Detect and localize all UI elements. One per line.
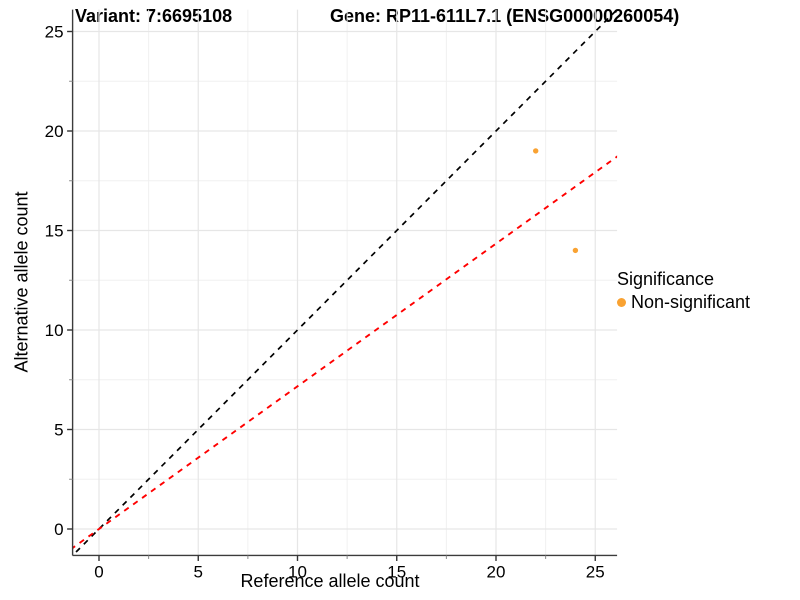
y-tick-label: 15	[45, 222, 64, 241]
x-tick-label: 10	[288, 562, 307, 581]
y-tick-label: 0	[54, 520, 63, 539]
gene-title: Gene: RP11-611L7.1 (ENSG00000260054)	[330, 6, 680, 26]
data-point	[572, 247, 579, 254]
expected-ratio-line	[72, 155, 618, 550]
x-tick-label: 0	[94, 562, 103, 581]
y-tick-label: 20	[45, 122, 64, 141]
y-tick-label: 5	[54, 421, 63, 440]
y-tick-label: 25	[45, 23, 64, 42]
legend-item: Non-significant	[617, 292, 750, 313]
legend-title: Significance	[617, 269, 715, 289]
y-tick-label: 10	[45, 321, 64, 340]
x-tick-label: 25	[586, 562, 605, 581]
identity-line	[72, 9, 618, 556]
data-point	[533, 148, 539, 154]
x-tick-label: 15	[387, 562, 406, 581]
reference-lines	[72, 9, 618, 556]
x-axis-title: Reference allele count	[240, 571, 420, 591]
legend: Significance Non-significant	[617, 269, 750, 313]
legend-point-icon	[617, 298, 626, 307]
x-tick-label: 20	[487, 562, 506, 581]
y-axis-title: Alternative allele count	[11, 191, 32, 373]
legend-item-label: Non-significant	[631, 292, 751, 312]
variant-title: Variant: 7:6695108	[75, 6, 233, 26]
x-tick-label: 5	[194, 562, 203, 581]
